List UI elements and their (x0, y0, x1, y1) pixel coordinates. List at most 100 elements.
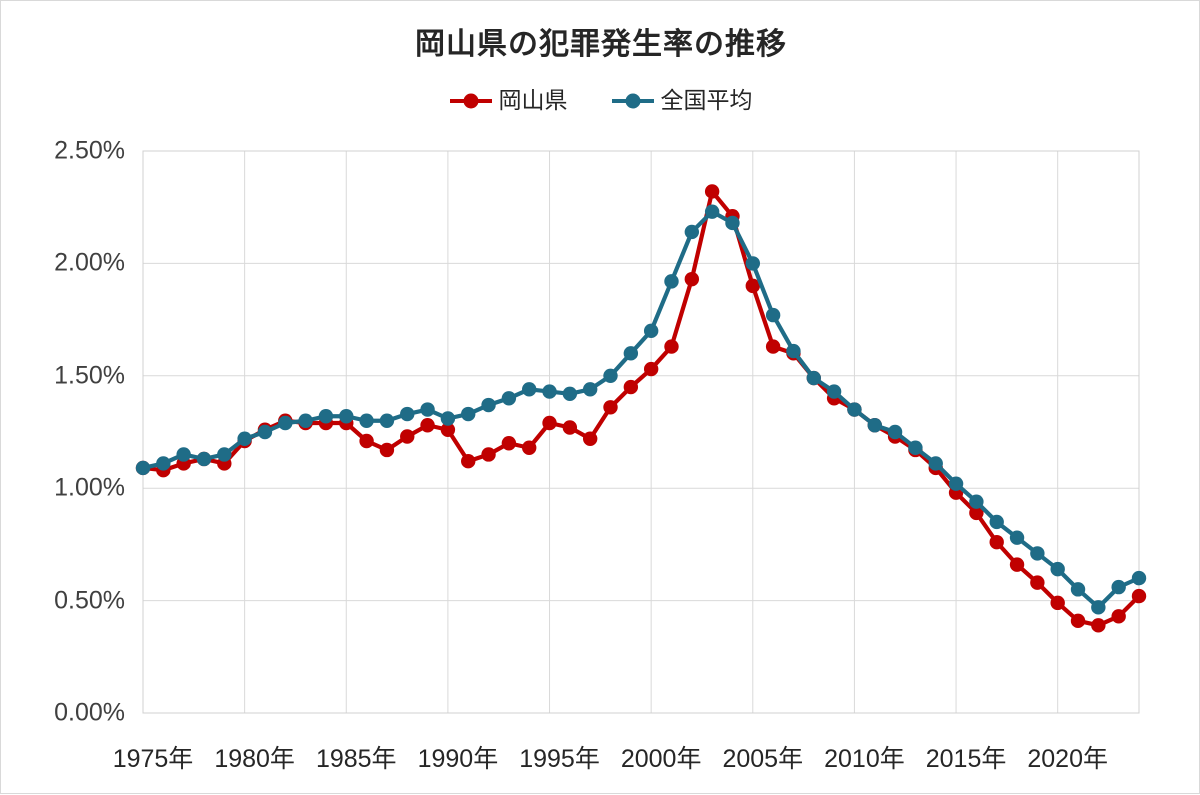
y-axis-tick-label: 2.50% (54, 136, 125, 165)
data-point[interactable] (603, 368, 618, 383)
data-point[interactable] (664, 274, 679, 289)
data-point[interactable] (1070, 582, 1086, 597)
data-point[interactable] (1111, 609, 1126, 624)
data-point[interactable] (765, 307, 781, 323)
data-point[interactable] (562, 386, 578, 401)
data-point[interactable] (257, 424, 273, 440)
data-point[interactable] (420, 402, 435, 417)
y-axis-tick-label: 2.00% (54, 248, 125, 277)
data-point[interactable] (786, 343, 801, 359)
data-point[interactable] (461, 406, 476, 422)
data-point[interactable] (1070, 613, 1086, 629)
legend-marker-icon-national-average (611, 93, 654, 108)
data-point[interactable] (643, 323, 659, 339)
data-point[interactable] (948, 476, 964, 491)
data-point[interactable] (1111, 579, 1126, 595)
x-axis-tick-label: 2020年 (1027, 745, 1108, 773)
data-point[interactable] (928, 456, 943, 471)
data-point[interactable] (562, 420, 578, 435)
x-axis-tick-label: 1980年 (214, 745, 295, 773)
data-point[interactable] (217, 447, 232, 462)
data-point[interactable] (603, 400, 618, 415)
chart-legend: 岡山県 全国平均 (1, 89, 1200, 112)
data-point[interactable] (1030, 575, 1045, 590)
data-point[interactable] (339, 409, 354, 424)
data-point[interactable] (989, 534, 1004, 550)
data-point[interactable] (481, 397, 496, 413)
data-point[interactable] (745, 278, 760, 294)
data-point[interactable] (867, 418, 882, 433)
data-point[interactable] (582, 382, 598, 397)
legend-item-okayama[interactable]: 岡山県 (449, 87, 568, 113)
data-point[interactable] (847, 402, 862, 417)
data-point[interactable] (623, 346, 639, 361)
y-axis-tick-label: 1.50% (54, 361, 125, 390)
data-point[interactable] (969, 494, 984, 509)
data-point[interactable] (379, 413, 395, 428)
data-point[interactable] (237, 431, 252, 446)
data-point[interactable] (1009, 530, 1025, 545)
data-point[interactable] (643, 361, 659, 377)
data-point[interactable] (1050, 561, 1065, 577)
data-point[interactable] (318, 409, 334, 424)
data-point[interactable] (725, 215, 740, 231)
data-point[interactable] (623, 379, 639, 395)
data-point[interactable] (826, 384, 842, 399)
data-point[interactable] (359, 413, 374, 428)
data-point[interactable] (704, 184, 720, 199)
data-point[interactable] (400, 429, 415, 444)
data-point[interactable] (684, 224, 700, 240)
data-point[interactable] (989, 514, 1004, 530)
data-point[interactable] (1030, 546, 1045, 561)
data-point[interactable] (522, 440, 537, 455)
data-point[interactable] (1091, 600, 1106, 615)
data-point[interactable] (1009, 557, 1025, 572)
legend-label-okayama: 岡山県 (498, 87, 568, 113)
data-point[interactable] (887, 424, 903, 440)
data-point[interactable] (400, 406, 415, 422)
data-point[interactable] (542, 415, 557, 431)
legend-item-national-average[interactable]: 全国平均 (611, 87, 753, 113)
data-point[interactable] (461, 454, 476, 469)
data-point[interactable] (440, 411, 456, 426)
data-point[interactable] (420, 418, 435, 433)
data-point[interactable] (1091, 618, 1106, 633)
data-point[interactable] (379, 442, 395, 458)
data-point[interactable] (664, 339, 679, 354)
data-point[interactable] (196, 451, 212, 467)
data-point[interactable] (806, 370, 821, 386)
data-point[interactable] (176, 447, 191, 462)
x-axis-tick-label: 1990年 (417, 745, 499, 773)
data-point[interactable] (908, 440, 923, 455)
data-point[interactable] (1131, 570, 1147, 586)
x-axis-tick-label: 2000年 (620, 745, 702, 773)
data-point[interactable] (522, 382, 537, 397)
data-point[interactable] (1131, 588, 1147, 604)
data-point[interactable] (501, 436, 517, 451)
x-axis-tick-label: 1995年 (519, 745, 600, 773)
data-point[interactable] (278, 415, 293, 431)
data-point[interactable] (481, 447, 496, 462)
series-line (140, 189, 1142, 628)
series-line (140, 209, 1142, 610)
data-point[interactable] (1050, 595, 1065, 611)
gridlines (142, 150, 1139, 714)
data-point[interactable] (765, 339, 781, 354)
y-axis-tick-label: 0.00% (54, 698, 125, 727)
data-point[interactable] (582, 431, 598, 446)
y-axis: 0.00% 0.50% 1.00% 1.50% 2.00% 2.50% (19, 137, 125, 727)
data-point[interactable] (359, 433, 374, 449)
data-point[interactable] (704, 204, 720, 219)
data-point[interactable] (745, 256, 760, 271)
data-point[interactable] (156, 456, 171, 471)
data-point[interactable] (440, 422, 456, 437)
data-point[interactable] (969, 505, 984, 521)
y-axis-tick-label: 0.50% (54, 586, 125, 615)
legend-label-national-average: 全国平均 (660, 87, 753, 113)
data-point[interactable] (542, 384, 557, 399)
data-point[interactable] (684, 271, 700, 287)
data-point[interactable] (501, 391, 517, 406)
data-point[interactable] (298, 413, 313, 428)
data-point[interactable] (135, 460, 151, 476)
